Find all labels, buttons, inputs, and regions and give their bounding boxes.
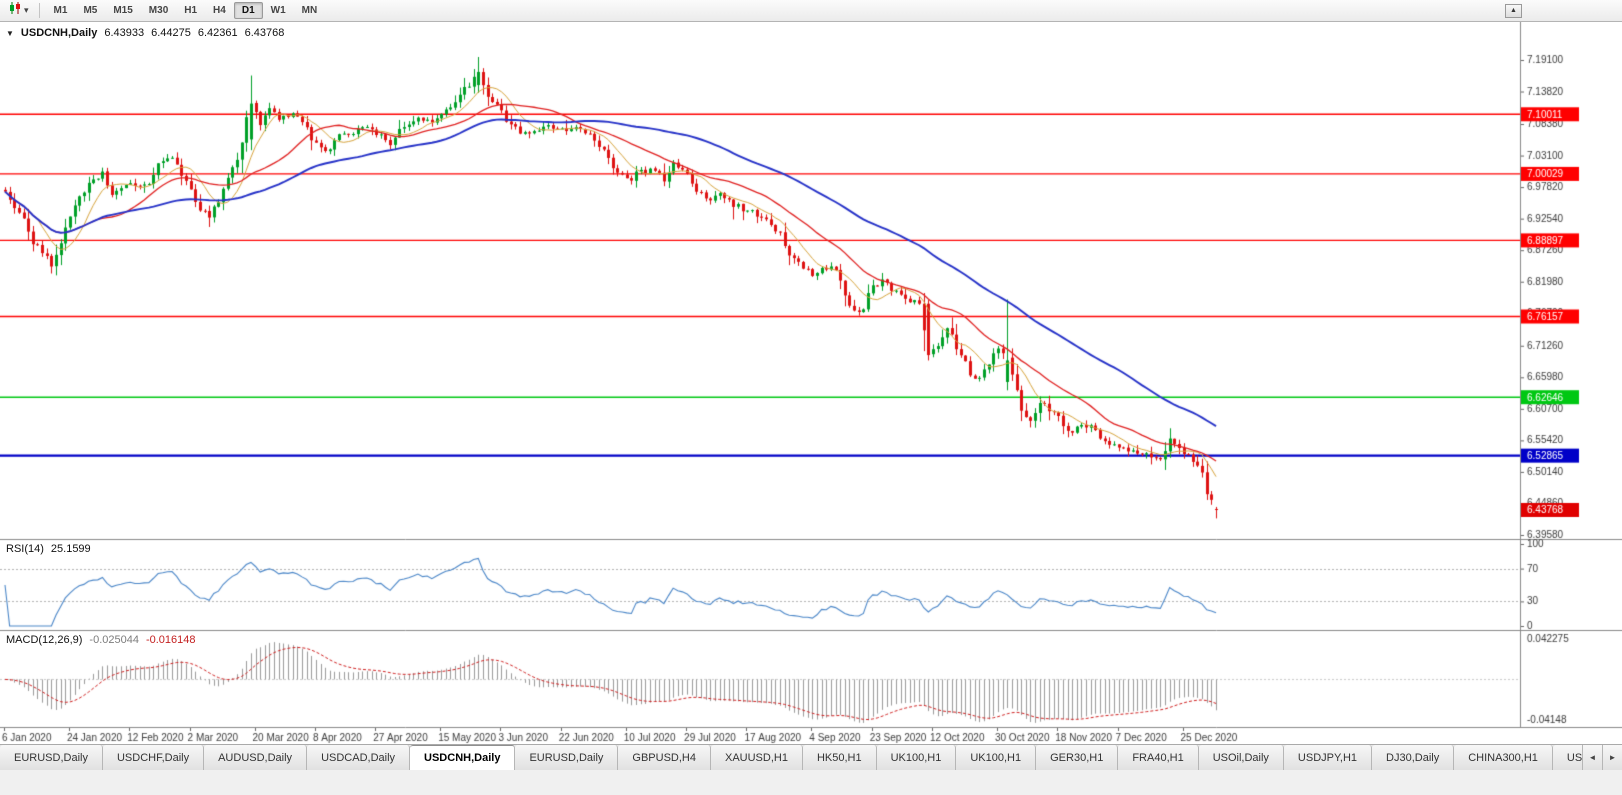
chart-tab[interactable]: AUDUSD,Daily (204, 745, 308, 770)
title-collapse-icon[interactable]: ▼ (6, 28, 14, 38)
chart-tab[interactable]: GER30,H1 (1036, 745, 1119, 770)
chart-tab[interactable]: USDJPY,H1 (1283, 745, 1373, 770)
chart-tabs: EURUSD,Daily USDCHF,Daily AUDUSD,Daily USDC… (0, 745, 1582, 770)
chart-type-dropdown-caret[interactable]: ▾ (24, 5, 29, 15)
timeframe-button-m5[interactable]: M5 (83, 5, 98, 16)
chart-tab[interactable]: USOil,Daily (1198, 745, 1284, 770)
chart-tab[interactable]: UK100,H1 (956, 745, 1037, 770)
chart-tab[interactable]: USDCAD,Daily (307, 745, 411, 770)
toolbar-separator (38, 3, 40, 18)
chart-tab[interactable]: CHINA300,H1 (1454, 745, 1553, 770)
chart-tab-bar: EURUSD,Daily USDCHF,Daily AUDUSD,Daily USDC… (0, 744, 1622, 770)
timeframe-button-h4[interactable]: H4 (213, 5, 226, 16)
chart-tab[interactable]: XAUUSD,H1 (710, 745, 803, 770)
chart-tab[interactable]: GBPUSD,H4 (618, 745, 711, 770)
timeframe-button-mn[interactable]: MN (301, 5, 318, 16)
timeframe-button-w1[interactable]: W1 (270, 5, 286, 16)
chart-area: ▼ USDCNH,Daily 6.43933 6.44275 6.42361 6… (0, 22, 1622, 744)
tabs-scroll-left-button[interactable]: ◄ (1582, 745, 1602, 770)
timeframe-button-m1[interactable]: M1 (53, 5, 68, 16)
chart-tab[interactable]: DJ30,Daily (1372, 745, 1455, 770)
tabs-scroll-right-button[interactable]: ► (1602, 745, 1622, 770)
tab-scroll-arrows: ◄ ► (1582, 745, 1622, 770)
window-bottom-strip (0, 770, 1622, 795)
chart-tab[interactable]: UK100,H1 (876, 745, 957, 770)
chart-tab[interactable]: USDCNH,Daily (410, 745, 516, 770)
timeframe-button-d1[interactable]: D1 (233, 2, 263, 19)
chart-tab[interactable]: EURUSD,Daily (0, 745, 103, 770)
axis-scroll-up-button[interactable]: ▲ (1505, 3, 1522, 18)
timeframe-toolbar: ▾ M1 M5 M15 M30 H1 H4 D1 W1 MN ▲ (0, 0, 1622, 22)
timeframe-button-m30[interactable]: M30 (148, 5, 169, 16)
chart-tab[interactable]: EURUSD,Daily (515, 745, 619, 770)
timeframe-button-m15[interactable]: M15 (113, 5, 133, 16)
timeframe-button-h1[interactable]: H1 (184, 5, 198, 16)
price-chart-canvas[interactable] (0, 22, 1622, 744)
chart-tab[interactable]: USDCHF,Daily (102, 745, 205, 770)
chart-tab[interactable]: USOil, (1552, 745, 1582, 770)
chart-tab[interactable]: FRA40,H1 (1118, 745, 1199, 770)
timeframe-button-group: M1 M5 M15 M30 H1 H4 D1 W1 MN (46, 2, 326, 19)
chart-tab[interactable]: HK50,H1 (802, 745, 877, 770)
chart-type-icon[interactable] (8, 1, 22, 20)
